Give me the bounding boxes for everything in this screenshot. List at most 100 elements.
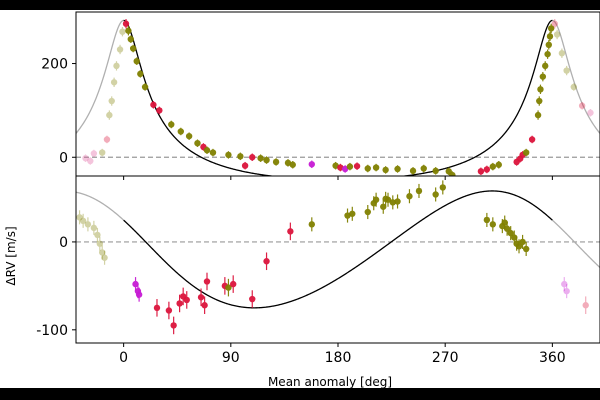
top-point-marker — [87, 157, 94, 165]
top-data-point — [125, 26, 132, 36]
top-model-wrap-right — [552, 19, 600, 134]
bottom-data-point — [308, 217, 315, 232]
top-data-point — [394, 165, 401, 173]
top-faded-point — [87, 157, 94, 165]
top-data-point — [185, 132, 193, 140]
top-faded-point — [99, 148, 106, 157]
top-data-point — [346, 162, 354, 171]
top-faded-point — [90, 149, 98, 158]
top-data-point — [249, 153, 256, 162]
top-data-point — [432, 167, 439, 175]
top-point-marker — [545, 41, 552, 48]
bottom-point-marker — [380, 203, 387, 210]
top-point-marker — [495, 161, 502, 168]
top-point-marker — [194, 140, 201, 147]
top-data-point — [341, 165, 349, 173]
bottom-model-wrap-right — [551, 219, 600, 269]
top-plot-area — [76, 19, 600, 176]
top-faded-point — [103, 135, 111, 144]
top-data-point — [544, 49, 551, 59]
bottom-point-marker — [561, 280, 568, 288]
bottom-data-point — [225, 278, 232, 297]
bottom-point-marker — [230, 280, 237, 288]
top-data-point — [209, 148, 217, 157]
top-data-point — [241, 161, 249, 170]
top-model-wrap-left — [76, 19, 124, 134]
top-data-point — [156, 106, 163, 115]
top-faded-point — [551, 19, 558, 29]
top-point-marker — [449, 171, 456, 176]
top-point-marker — [113, 62, 120, 70]
top-data-point — [528, 135, 536, 144]
top-faded-point — [578, 101, 586, 110]
top-point-marker — [522, 149, 530, 156]
top-data-point — [203, 146, 211, 154]
top-point-marker — [394, 165, 401, 173]
bottom-panel — [76, 180, 600, 335]
bottom-faded-point — [561, 277, 568, 292]
top-point-marker — [563, 67, 570, 74]
bottom-data-point — [287, 222, 294, 241]
top-data-point — [263, 156, 270, 164]
top-point-marker — [432, 167, 439, 175]
bottom-data-point — [349, 206, 356, 221]
top-panel-frame — [75, 11, 600, 177]
top-point-marker — [542, 62, 549, 70]
bottom-data-point — [230, 275, 237, 293]
bottom-point-marker — [372, 196, 380, 203]
top-y-tick-label: 0 — [59, 150, 68, 166]
top-point-marker — [346, 163, 354, 170]
top-data-point — [177, 127, 184, 136]
top-point-marker — [99, 149, 106, 156]
top-point-marker — [141, 83, 149, 91]
bottom-faded-point — [101, 250, 108, 265]
top-faded-point — [116, 44, 124, 55]
top-point-marker — [544, 50, 551, 58]
top-point-marker — [110, 79, 118, 86]
top-y-tick-label: 200 — [41, 57, 68, 73]
top-data-point — [289, 161, 296, 169]
top-data-point — [409, 167, 417, 175]
top-point-marker — [553, 31, 561, 38]
bottom-point-marker — [515, 243, 523, 250]
top-data-point — [127, 35, 134, 43]
top-data-point — [489, 162, 497, 171]
bottom-point-marker — [308, 221, 315, 228]
bottom-point-marker — [263, 258, 270, 265]
x-tick-label: 90 — [222, 350, 240, 366]
top-point-marker — [127, 35, 134, 43]
bottom-point-marker — [439, 184, 446, 191]
top-point-marker — [241, 162, 249, 169]
top-point-marker — [263, 156, 270, 164]
top-point-marker — [570, 83, 577, 91]
top-point-marker — [237, 153, 244, 160]
bottom-data-point — [389, 195, 396, 210]
top-point-marker — [257, 154, 264, 162]
top-point-marker — [558, 50, 566, 57]
top-faded-point — [113, 61, 120, 71]
top-point-marker — [536, 97, 543, 105]
top-data-point — [483, 165, 491, 174]
top-faded-point — [110, 77, 118, 87]
bottom-point-marker — [287, 228, 294, 235]
bottom-point-marker — [503, 225, 511, 232]
bottom-data-point — [197, 288, 205, 307]
bottom-point-marker — [483, 216, 491, 224]
bottom-data-point — [153, 299, 161, 317]
top-data-point — [536, 96, 543, 106]
bottom-point-marker — [249, 295, 256, 303]
bottom-point-marker — [101, 254, 108, 261]
top-data-point — [542, 61, 549, 71]
bottom-data-point — [515, 239, 523, 254]
bottom-point-marker — [170, 322, 177, 329]
bottom-data-point — [170, 316, 177, 335]
bottom-faded-point — [99, 245, 106, 260]
top-data-point — [537, 84, 544, 94]
top-point-marker — [547, 25, 555, 32]
top-faded-point — [106, 110, 113, 120]
bottom-point-marker — [99, 249, 106, 256]
top-point-marker — [289, 161, 296, 168]
bottom-data-point — [364, 205, 371, 220]
top-data-point — [546, 31, 554, 42]
